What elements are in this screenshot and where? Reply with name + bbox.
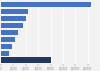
Bar (1, 58, 50, 63)
Bar (1, 2, 91, 7)
Bar (1, 37, 15, 42)
Bar (1, 30, 18, 35)
Bar (1, 16, 26, 21)
Bar (1, 9, 28, 14)
Bar (1, 51, 9, 56)
Bar (1, 23, 23, 28)
Bar (1, 44, 12, 49)
